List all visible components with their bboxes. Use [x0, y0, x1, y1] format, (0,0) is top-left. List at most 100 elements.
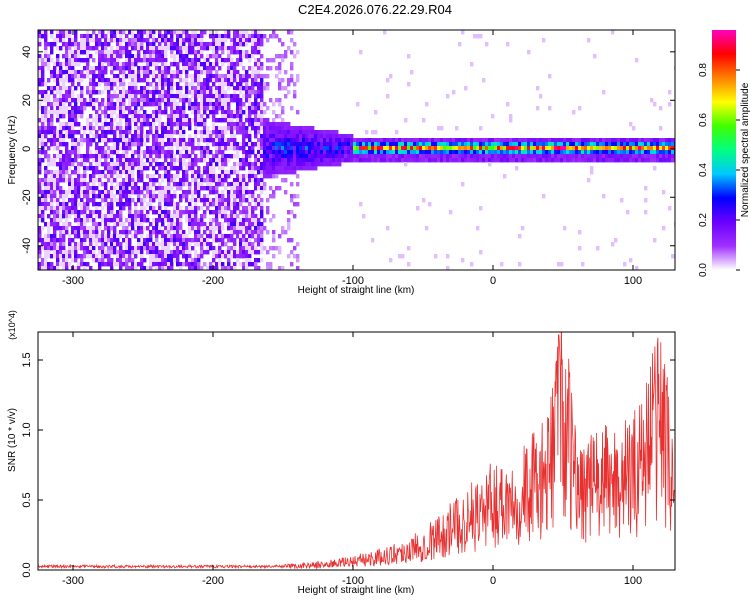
heatmap-cell [170, 134, 174, 139]
heatmap-cell [239, 190, 243, 195]
heatmap-cell [344, 158, 348, 163]
heatmap-cell [89, 70, 93, 75]
heatmap-cell [107, 86, 111, 91]
heatmap-cell [74, 38, 78, 43]
heatmap-cell [104, 166, 108, 171]
heatmap-cell [242, 146, 246, 151]
heatmap-cell [146, 66, 150, 71]
heatmap-cell [242, 190, 246, 195]
heatmap-cell [182, 102, 186, 107]
heatmap-cell [218, 198, 222, 203]
heatmap-cell [131, 46, 135, 51]
heatmap-cell [98, 126, 102, 131]
heatmap-cell [254, 70, 258, 75]
heatmap-cell [203, 194, 207, 199]
heatmap-cell [206, 62, 210, 67]
heatmap-cell [146, 102, 150, 107]
heatmap-cell [158, 30, 162, 35]
heatmap-cell [116, 250, 120, 255]
heatmap-cell [83, 186, 87, 191]
heatmap-cell [422, 198, 426, 203]
heatmap-cell [281, 138, 285, 143]
heatmap-cell [455, 126, 459, 131]
heatmap-cell [44, 234, 48, 239]
heatmap-cell [41, 202, 45, 207]
heatmap-cell [95, 214, 99, 219]
heatmap-cell [227, 258, 231, 263]
heatmap-cell [464, 142, 468, 147]
heatmap-cell [251, 82, 255, 87]
heatmap-cell [632, 158, 636, 163]
heatmap-cell [122, 102, 126, 107]
heatmap-cell [269, 166, 273, 171]
heatmap-cell [260, 154, 264, 159]
heatmap-cell [251, 170, 255, 175]
heatmap-cell [491, 146, 495, 151]
heatmap-cell [311, 126, 315, 131]
heatmap-cell [110, 94, 114, 99]
heatmap-cell [443, 138, 447, 143]
heatmap-cell [200, 62, 204, 67]
heatmap-cell [632, 142, 636, 147]
heatmap-cell [98, 90, 102, 95]
heatmap-cell [668, 154, 672, 159]
heatmap-cell [119, 126, 123, 131]
heatmap-cell [407, 82, 411, 87]
heatmap-cell [158, 186, 162, 191]
heatmap-cell [53, 194, 57, 199]
heatmap-cell [41, 238, 45, 243]
heatmap-cell [128, 102, 132, 107]
heatmap-cell [101, 74, 105, 79]
heatmap-cell [203, 186, 207, 191]
heatmap-cell [170, 226, 174, 231]
heatmap-cell [137, 154, 141, 159]
heatmap-cell [248, 110, 252, 115]
heatmap-cell [209, 30, 213, 35]
heatmap-cell [125, 90, 129, 95]
heatmap-cell [185, 178, 189, 183]
heatmap-cell [206, 46, 210, 51]
heatmap-cell [590, 138, 594, 143]
heatmap-cell [476, 150, 480, 155]
heatmap-cell [173, 110, 177, 115]
heatmap-cell [83, 238, 87, 243]
heatmap-cell [53, 146, 57, 151]
heatmap-cell [194, 122, 198, 127]
heatmap-cell [197, 118, 201, 123]
heatmap-cell [293, 166, 297, 171]
heatmap-cell [188, 66, 192, 71]
heatmap-cell [209, 222, 213, 227]
heatmap-cell [461, 142, 465, 147]
heatmap-cell [266, 230, 270, 235]
heatmap-cell [245, 162, 249, 167]
heatmap-cell [254, 206, 258, 211]
heatmap-cell [44, 202, 48, 207]
heatmap-cell [254, 78, 258, 83]
heatmap-cell [158, 166, 162, 171]
heatmap-cell [578, 146, 582, 151]
heatmap-cell [236, 142, 240, 147]
heatmap-cell [95, 114, 99, 119]
heatmap-cell [38, 170, 42, 175]
heatmap-cell [140, 162, 144, 167]
heatmap-cell [179, 42, 183, 47]
heatmap-cell [284, 146, 288, 151]
heatmap-cell [296, 150, 300, 155]
heatmap-cell [110, 246, 114, 251]
heatmap-cell [242, 30, 246, 35]
heatmap-cell [71, 130, 75, 135]
heatmap-cell [137, 146, 141, 151]
heatmap-cell [80, 190, 84, 195]
heatmap-cell [212, 234, 216, 239]
heatmap-cell [170, 94, 174, 99]
heatmap-cell [392, 158, 396, 163]
heatmap-cell [137, 194, 141, 199]
heatmap-cell [413, 138, 417, 143]
heatmap-cell [284, 70, 288, 75]
heatmap-cell [215, 62, 219, 67]
heatmap-cell [53, 214, 57, 219]
heatmap-cell [125, 146, 129, 151]
heatmap-cell [302, 142, 306, 147]
heatmap-cell [200, 86, 204, 91]
heatmap-cell [155, 98, 159, 103]
